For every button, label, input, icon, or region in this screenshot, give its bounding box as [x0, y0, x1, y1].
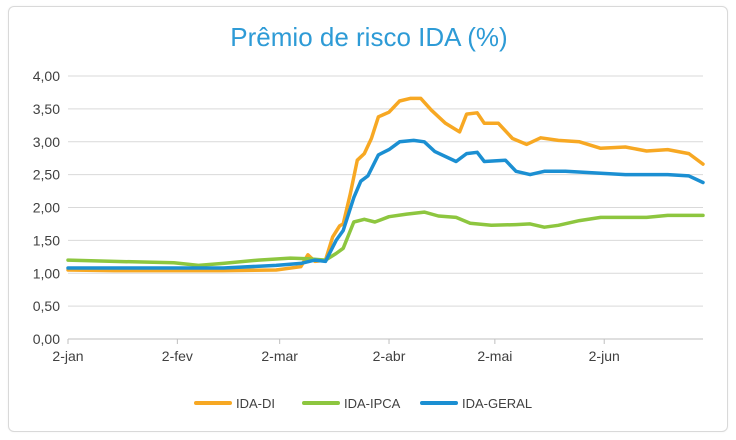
y-tick-label: 0,50: [33, 298, 60, 314]
x-tick-label: 2-mar: [261, 348, 298, 364]
legend: IDA-DI IDA-IPCA IDA-GERAL: [194, 396, 532, 411]
x-tick-label: 2-fev: [162, 348, 193, 364]
series-layer: [66, 96, 705, 273]
x-tick-label: 2-mai: [477, 348, 512, 364]
y-tick-label: 3,00: [33, 134, 60, 150]
y-tick-label: 1,50: [33, 232, 60, 248]
y-tick-label: 2,50: [33, 167, 60, 183]
grid-layer: [68, 75, 703, 307]
y-tick-label: 4,00: [33, 68, 60, 84]
x-tick-label: 2-jan: [52, 348, 83, 364]
y-tick-label: 2,00: [33, 200, 60, 216]
x-tick-label: 2-abr: [373, 348, 406, 364]
series-line-ida-ipca: [66, 210, 705, 268]
chart-title: Prêmio de risco IDA (%): [230, 22, 507, 52]
y-tick-label: 0,00: [33, 331, 60, 347]
series-line-ida-geral: [66, 138, 705, 270]
legend-label: IDA-GERAL: [462, 396, 532, 411]
legend-label: IDA-IPCA: [344, 396, 401, 411]
series-line-ida-di: [66, 96, 705, 273]
y-tick-label: 3,50: [33, 101, 60, 117]
x-tick-label: 2-jun: [589, 348, 620, 364]
axis-layer: 0,00 0,50 1,00 1,50 2,00 2,50 3,00 3,50 4,00 2-ja…: [33, 68, 703, 364]
y-tick-label: 1,00: [33, 265, 60, 281]
legend-label: IDA-DI: [236, 396, 275, 411]
